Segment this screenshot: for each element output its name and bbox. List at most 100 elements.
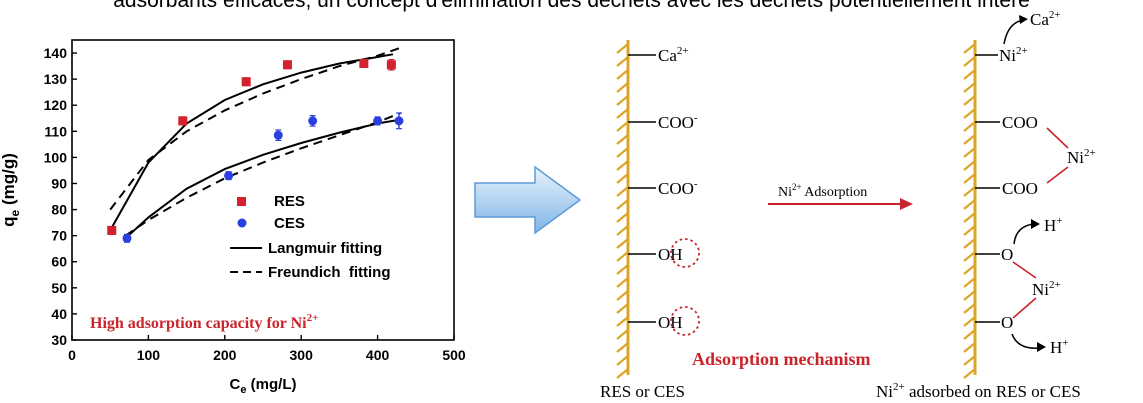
hatch-mark	[963, 277, 976, 288]
hatch-mark	[963, 342, 976, 353]
y-axis-ticks: 30 40 50 60 70 80 90 100 110 120 130 140	[44, 45, 77, 348]
mechanism-right-surface: Ca2+ Ni2+ COO COO Ni2+ O H+ Ni2+ O H+ Ni…	[876, 9, 1096, 401]
hatch-mark	[963, 238, 976, 249]
ces-point	[394, 116, 404, 126]
o-1: O	[1001, 245, 1013, 264]
legend-ces-label: CES	[274, 215, 305, 232]
legend-res-marker	[237, 197, 246, 206]
coord-bond-3	[1012, 261, 1037, 279]
y-tick-label: 30	[51, 332, 67, 348]
legend: RES CES Langmuir fitting Freundich fitti…	[230, 193, 390, 281]
left-surface-label: RES or CES	[600, 382, 685, 401]
top-caption-text: adsorbants efficaces, un concept d'élimi…	[113, 0, 1030, 12]
x-axis-label: Ce (mg/L)	[230, 376, 297, 396]
coord-bond-4	[1012, 297, 1037, 319]
y-tick-label: 140	[44, 45, 68, 61]
x-axis-ticks: 0 100 200 300 400 500	[68, 335, 466, 363]
coord-bond-1	[1046, 127, 1069, 149]
x-tick-label: 100	[137, 347, 161, 363]
h-release-arrowhead-1-icon	[1031, 219, 1040, 229]
fit-curves	[109, 46, 401, 240]
hatch-mark	[616, 212, 629, 223]
ces-freundlich-curve	[124, 112, 401, 237]
ca-release-arrow	[1003, 19, 1025, 45]
hatch-mark	[963, 134, 976, 145]
hatch-mark	[963, 316, 976, 327]
y-tick-label: 70	[51, 228, 67, 244]
hatch-mark	[616, 43, 629, 54]
group-oh-1: OH	[658, 245, 683, 264]
surface-hatch-right	[963, 43, 976, 379]
ni-1: Ni2+	[999, 45, 1028, 65]
h-release-arrowhead-2-icon	[1037, 342, 1046, 352]
hatch-mark	[616, 56, 629, 67]
hatch-mark	[616, 186, 629, 197]
ces-point	[373, 116, 383, 126]
group-coo-2: COO-	[658, 178, 698, 198]
hatch-mark	[616, 121, 629, 132]
hatch-mark	[963, 56, 976, 67]
ces-point	[224, 171, 234, 181]
y-tick-label: 120	[44, 97, 68, 113]
y-tick-label: 90	[51, 175, 67, 191]
plot-frame	[71, 39, 455, 341]
res-point	[386, 60, 396, 70]
hatch-mark	[963, 355, 976, 366]
hatch-mark	[963, 329, 976, 340]
hatch-mark	[963, 82, 976, 93]
h-release-arrow-2	[1011, 333, 1041, 349]
h-dotted-circle-2	[670, 306, 700, 336]
coo-r1: COO	[1002, 113, 1038, 132]
hatch-mark	[616, 329, 629, 340]
res-langmuir-curve	[109, 53, 394, 231]
hatch-mark	[616, 69, 629, 80]
mechanism-left-surface: Ca2+ COO- COO- OH OH RES or CES	[600, 40, 700, 401]
group-oh-2: OH	[658, 313, 683, 332]
right-surface-label: Ni2+ adsorbed on RES or CES	[876, 381, 1081, 401]
hatch-mark	[616, 368, 629, 379]
y-tick-label: 110	[44, 123, 67, 139]
hatch-mark	[963, 69, 976, 80]
hatch-mark	[616, 147, 629, 158]
hatch-mark	[963, 368, 976, 379]
group-coo-1: COO-	[658, 112, 698, 132]
right-arrow-icon	[474, 165, 582, 235]
hatch-mark	[616, 160, 629, 171]
hatch-mark	[616, 355, 629, 366]
hatch-mark	[963, 147, 976, 158]
y-tick-label: 50	[51, 280, 67, 296]
x-tick-label: 200	[213, 347, 237, 363]
x-tick-label: 400	[366, 347, 390, 363]
hatch-mark	[963, 225, 976, 236]
hatch-mark	[963, 199, 976, 210]
hatch-mark	[616, 82, 629, 93]
coord-bond-2	[1046, 166, 1069, 184]
hatch-mark	[616, 108, 629, 119]
hatch-mark	[963, 108, 976, 119]
ces-langmuir-curve	[124, 118, 401, 240]
res-point	[282, 60, 292, 70]
h-1: H+	[1044, 215, 1063, 235]
x-tick-label: 500	[442, 347, 466, 363]
hatch-mark	[616, 342, 629, 353]
hatch-mark	[616, 290, 629, 301]
hatch-mark	[963, 290, 976, 301]
hatch-mark	[963, 160, 976, 171]
h-2: H+	[1050, 337, 1069, 357]
legend-ces-marker	[237, 218, 247, 228]
mechanism-title: Adsorption mechanism	[692, 349, 871, 369]
data-points	[107, 58, 404, 243]
hatch-mark	[963, 95, 976, 106]
hatch-mark	[963, 264, 976, 275]
hatch-mark	[963, 212, 976, 223]
y-tick-label: 100	[44, 149, 68, 165]
hatch-mark	[616, 264, 629, 275]
ni-3: Ni2+	[1032, 279, 1061, 299]
h-dotted-circle-1	[670, 238, 700, 268]
ces-point	[308, 116, 318, 126]
y-tick-label: 80	[51, 202, 67, 218]
adsorption-arrow-icon	[900, 198, 913, 210]
adsorption-arrow-label: Ni2+ Adsorption	[778, 182, 867, 200]
legend-freundlich-label: Freundich fitting	[268, 264, 390, 281]
